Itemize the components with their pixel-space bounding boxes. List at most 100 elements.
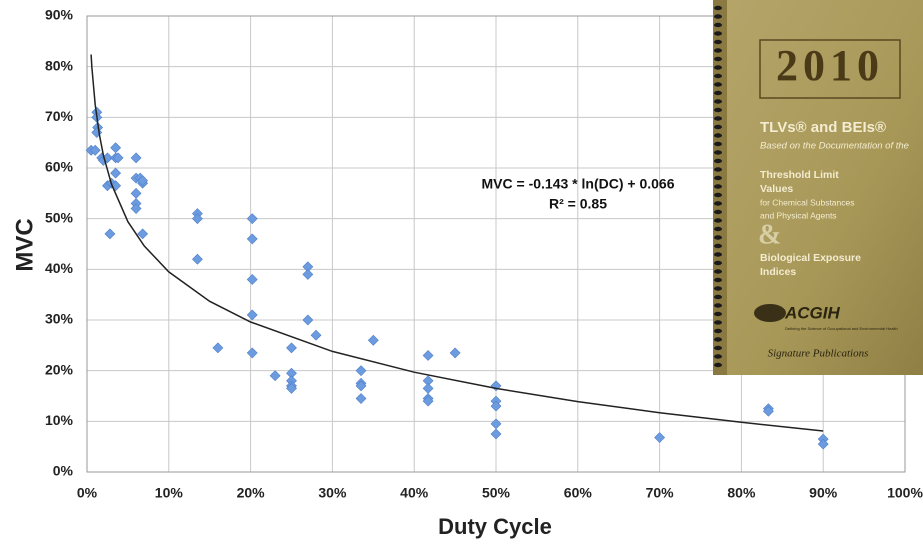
x-axis-title: Duty Cycle — [438, 514, 552, 539]
plot-area: 0% 10% 20% 30% 40% 50% 60% 70% 80% 90% 0% 10% 20% 30%… — [45, 7, 923, 501]
data-point — [130, 152, 142, 164]
x-tick-label: 60% — [564, 485, 593, 501]
spiral-ring — [714, 133, 722, 138]
spiral-ring — [714, 354, 722, 359]
spiral-ring — [714, 82, 722, 87]
data-point — [269, 370, 281, 382]
spiral-ring — [714, 345, 722, 351]
logo-globe — [754, 304, 786, 322]
x-tick-label: 20% — [237, 485, 266, 501]
cover-text: Biological Exposure — [760, 252, 861, 264]
spiral-ring — [714, 209, 722, 215]
cover-title: TLVs® and BEIs® — [760, 119, 886, 136]
data-point — [449, 347, 461, 359]
ampersand: & — [758, 219, 781, 250]
spiral-ring — [714, 201, 722, 206]
data-point — [654, 432, 666, 443]
spiral-ring — [714, 243, 722, 249]
data-point — [130, 187, 142, 199]
y-tick-label: 70% — [45, 108, 74, 124]
data-point — [490, 418, 502, 430]
data-point — [110, 142, 122, 154]
spiral-ring — [714, 192, 722, 198]
x-tick-label: 40% — [400, 485, 429, 501]
spiral-ring — [714, 99, 722, 104]
cover-subtitle: Based on the Documentation of the — [760, 141, 909, 152]
data-point — [110, 167, 122, 179]
data-point — [246, 309, 258, 321]
spiral-ring — [714, 158, 722, 164]
data-point — [302, 314, 314, 326]
y-tick-label: 10% — [45, 412, 74, 428]
data-point — [246, 233, 258, 245]
spiral-ring — [714, 48, 722, 53]
spiral-ring — [714, 175, 722, 181]
data-point — [367, 334, 379, 346]
annotation: R² = 0.85 — [549, 196, 607, 212]
data-point — [355, 393, 367, 404]
spiral-ring — [714, 320, 722, 325]
y-tick-label: 40% — [45, 260, 74, 276]
data-point — [302, 268, 314, 280]
data-point — [130, 203, 142, 214]
cover-text: Indices — [760, 266, 796, 278]
data-point — [246, 274, 258, 285]
y-tick-label: 90% — [45, 7, 74, 23]
data-point — [137, 175, 149, 187]
book-cover: 2010 TLVs® and BEIs® Based on the Docume… — [713, 0, 923, 375]
data-point — [422, 395, 434, 407]
data-point — [490, 428, 502, 440]
x-tick-label: 100% — [887, 485, 923, 501]
spiral-ring — [714, 65, 722, 70]
year-box — [759, 39, 901, 99]
spiral-ring — [714, 141, 722, 147]
spiral-ring — [714, 337, 722, 342]
spiral-ring — [714, 294, 722, 300]
data-point — [246, 347, 258, 359]
spiral-ring — [714, 90, 722, 96]
spiral-ring — [714, 303, 722, 308]
data-point — [192, 213, 203, 225]
spiral-ring — [714, 269, 722, 274]
spiral-ring — [714, 124, 722, 130]
data-point — [762, 405, 774, 417]
data-point — [817, 438, 829, 450]
publisher: Signature Publications — [768, 348, 869, 360]
x-tick-label: 70% — [646, 485, 675, 501]
data-point — [112, 152, 124, 164]
y-tick-label: 20% — [45, 361, 74, 377]
data-point — [490, 380, 502, 392]
data-point — [192, 253, 203, 265]
data-point — [310, 329, 322, 341]
spiral-ring — [714, 73, 722, 79]
spiral-ring — [714, 260, 722, 266]
spiral-ring — [714, 5, 722, 11]
data-point — [104, 228, 116, 240]
data-point — [422, 382, 434, 394]
spiral-ring — [714, 235, 722, 240]
cover-text: Values — [760, 183, 793, 195]
data-point — [355, 365, 367, 377]
spiral-ring — [714, 167, 722, 172]
spiral — [714, 5, 722, 368]
y-tick-label: 80% — [45, 57, 74, 73]
year: 2010 — [776, 41, 884, 90]
data-point — [490, 400, 502, 412]
data-point — [286, 342, 297, 354]
data-point — [89, 144, 101, 156]
spiral-ring — [714, 116, 722, 121]
data-point — [246, 213, 258, 225]
spiral-ring — [714, 39, 722, 45]
y-axis-title: MVC — [11, 218, 38, 271]
data-point — [212, 342, 224, 354]
spiral-ring — [714, 328, 722, 334]
spiral-ring — [714, 56, 722, 62]
spiral-ring — [714, 286, 722, 291]
spiral-ring — [714, 150, 722, 155]
x-tick-label: 50% — [482, 485, 511, 501]
data-point — [137, 228, 149, 240]
y-tick-label: 30% — [45, 311, 74, 327]
spiral-ring — [714, 14, 722, 19]
cover-text: for Chemical Substances — [760, 197, 855, 207]
spiral-ring — [714, 218, 722, 223]
